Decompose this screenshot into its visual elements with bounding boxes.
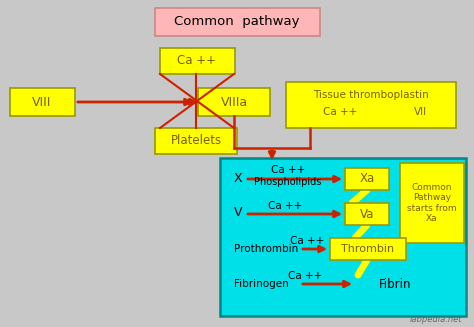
Text: Thrombin: Thrombin	[341, 244, 394, 254]
Text: Common  pathway: Common pathway	[174, 15, 300, 28]
Text: Fibrinogen: Fibrinogen	[234, 279, 289, 289]
FancyBboxPatch shape	[198, 88, 270, 116]
Text: Ca ++: Ca ++	[271, 165, 305, 175]
Text: X: X	[234, 171, 243, 184]
Text: Ca ++: Ca ++	[290, 236, 324, 246]
Text: Prothrombin: Prothrombin	[234, 244, 298, 254]
Text: VIII: VIII	[32, 95, 52, 109]
Text: Va: Va	[360, 208, 374, 220]
Text: Ca ++: Ca ++	[323, 107, 357, 117]
Text: Ca ++: Ca ++	[177, 55, 217, 67]
FancyBboxPatch shape	[155, 128, 237, 154]
Text: Ca ++: Ca ++	[268, 201, 302, 211]
Text: labpedia.net: labpedia.net	[410, 316, 462, 324]
FancyBboxPatch shape	[10, 88, 75, 116]
Text: Fibrin: Fibrin	[379, 278, 411, 290]
Text: Platelets: Platelets	[171, 134, 221, 147]
Text: Common
Pathway
starts from
Xa: Common Pathway starts from Xa	[407, 183, 457, 223]
Text: Ca ++: Ca ++	[288, 271, 322, 281]
FancyBboxPatch shape	[345, 168, 389, 190]
Text: VIIIa: VIIIa	[220, 95, 247, 109]
Text: Xa: Xa	[359, 173, 374, 185]
Text: Phospholipids: Phospholipids	[255, 177, 322, 187]
FancyBboxPatch shape	[160, 48, 235, 74]
FancyBboxPatch shape	[345, 203, 389, 225]
FancyBboxPatch shape	[330, 238, 406, 260]
FancyBboxPatch shape	[286, 82, 456, 128]
Text: Tissue thromboplastin: Tissue thromboplastin	[313, 90, 429, 100]
FancyBboxPatch shape	[400, 163, 464, 243]
FancyBboxPatch shape	[220, 158, 466, 316]
Text: VII: VII	[413, 107, 427, 117]
FancyBboxPatch shape	[155, 8, 320, 36]
Text: V: V	[234, 206, 243, 219]
